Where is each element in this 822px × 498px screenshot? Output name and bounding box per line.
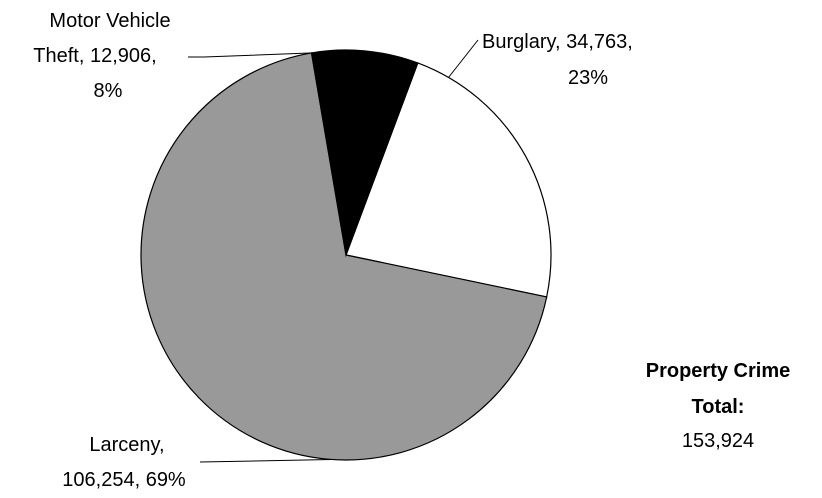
burglary-label-line1: Burglary, 34,763, [482,31,633,53]
burglary-leader-line [448,39,479,78]
larceny-label-line2: 106,254, 69% [62,469,186,491]
larceny-leader-line [199,459,332,463]
total-value: 153,924 [682,430,754,452]
larceny-slice [140,52,548,461]
motor-vehicle-theft-label-line1: Motor Vehicle [49,10,170,32]
burglary-label-percent: 23% [568,67,608,89]
total-label-line2: Total: [692,396,745,418]
motor-vehicle-theft-label-line2: Theft, 12,906, [33,45,156,67]
burglary-slice [345,62,552,298]
motor-vehicle-theft-leader-line [188,50,366,58]
pie-slices [140,49,552,461]
larceny-label-line1: Larceny, [89,434,164,456]
motor-vehicle-theft-label-percent: 8% [94,80,123,102]
total-label-line1: Property Crime [646,360,791,382]
